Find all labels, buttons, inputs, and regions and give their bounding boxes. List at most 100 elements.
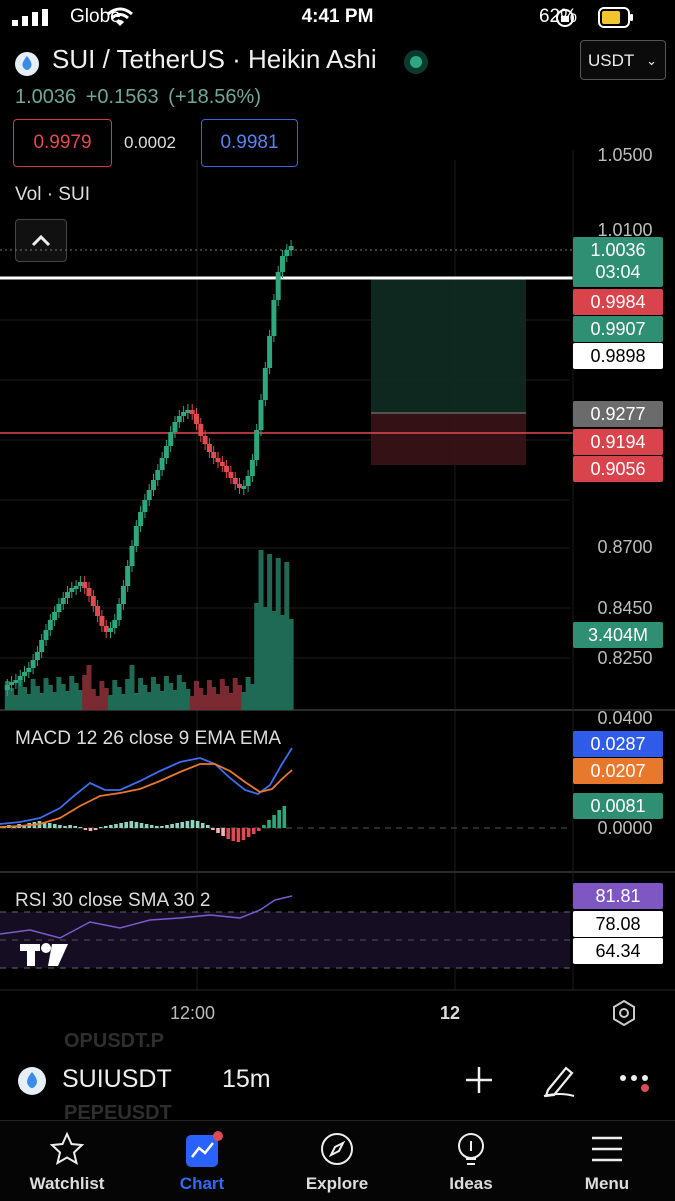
add-icon[interactable] — [463, 1064, 495, 1096]
drawing-tools-icon[interactable] — [540, 1062, 578, 1098]
candle — [13, 680, 19, 683]
currency-selector[interactable]: USDT ⌄ — [580, 40, 666, 80]
volume-bar — [52, 692, 58, 710]
signal-line — [0, 763, 293, 828]
candle — [34, 652, 40, 660]
candle — [228, 472, 234, 478]
price-change-percent: (+18.56%) — [168, 86, 261, 108]
volume-bar — [275, 558, 281, 710]
axis-settings-icon[interactable] — [613, 999, 635, 1027]
candle — [249, 460, 255, 476]
symbol-title[interactable]: SUI / TetherUS · Heikin Ashi — [52, 44, 377, 74]
volume-bar — [138, 678, 144, 710]
price-tag-white: 0.9898 — [573, 343, 663, 369]
candle — [181, 412, 187, 416]
macd-histogram-bar — [175, 823, 179, 828]
rsi-lower-tag: 64.34 — [573, 938, 663, 964]
candle — [146, 490, 152, 500]
candle — [151, 480, 156, 490]
macd-histogram-bar — [98, 827, 103, 828]
macd-zero-label: 0.0000 — [597, 818, 653, 838]
last-price: 1.0036 — [15, 86, 77, 108]
price-tag-red-mid: 0.9194 — [573, 429, 663, 455]
volume-bar — [189, 696, 195, 710]
axis-label: 1.0500 — [597, 145, 653, 165]
candle — [43, 630, 49, 640]
macd-histogram-bar — [73, 826, 77, 828]
volume-bar — [47, 685, 53, 710]
more-options-icon[interactable] — [618, 1068, 656, 1098]
macd-histogram-bar — [139, 823, 144, 828]
volume-bar — [120, 694, 126, 710]
volume-bar — [211, 687, 217, 710]
macd-histogram-bar — [195, 821, 200, 828]
macd-histogram-bar — [124, 822, 128, 828]
volume-bar — [65, 691, 70, 710]
volume-bar — [219, 679, 225, 710]
candle — [168, 432, 174, 446]
menu-icon — [592, 1136, 622, 1162]
macd-histogram-bar — [165, 825, 169, 828]
volume-bar — [30, 679, 36, 710]
volume-bar — [9, 688, 15, 710]
volume-bar — [26, 694, 32, 710]
candle — [125, 566, 131, 586]
volume-bar — [99, 681, 105, 710]
bar-countdown: 03:04 — [595, 262, 641, 282]
candle — [159, 458, 165, 470]
macd-histogram-bar — [216, 828, 220, 833]
axis-label: 0.8450 — [597, 598, 653, 618]
volume-bar — [194, 681, 199, 710]
candle — [22, 672, 27, 676]
candle — [262, 368, 268, 400]
volume-bar — [13, 695, 19, 710]
candle — [47, 620, 53, 630]
macd-histogram-bar — [170, 824, 174, 828]
interval-selector[interactable]: 15m — [222, 1065, 271, 1093]
candle — [245, 476, 251, 486]
volume-bar — [90, 689, 96, 710]
chart-canvas[interactable] — [0, 0, 675, 1040]
nav-label: Chart — [179, 1174, 225, 1193]
volume-bar — [129, 665, 135, 710]
candle — [267, 336, 273, 368]
nav-label: Menu — [584, 1174, 630, 1193]
macd-histogram-bar — [78, 827, 83, 828]
candle — [254, 430, 260, 460]
candle — [288, 246, 294, 250]
orientation-lock-icon — [556, 9, 574, 27]
sell-price-button[interactable]: 0.9979 — [13, 119, 112, 167]
rsi-upper-tag: 78.08 — [573, 911, 663, 937]
last-price-tag-value: 1.0036 — [590, 240, 646, 260]
volume-bar — [151, 677, 156, 710]
buy-price-button[interactable]: 0.9981 — [201, 119, 298, 167]
candle — [56, 604, 62, 612]
macd-histogram-bar — [236, 828, 241, 842]
candle — [65, 592, 70, 598]
rsi-label[interactable]: RSI 30 close SMA 30 2 — [15, 890, 211, 911]
candle — [211, 452, 217, 458]
candle — [99, 616, 105, 626]
candle — [112, 620, 118, 628]
macd-label[interactable]: MACD 12 26 close 9 EMA EMA — [15, 728, 282, 749]
candle — [77, 582, 83, 586]
volume-bar — [86, 665, 92, 710]
volume-bar — [206, 680, 212, 710]
price-tag-green: 0.9907 — [573, 316, 663, 342]
candle — [280, 256, 285, 272]
macd-histogram-bar — [88, 828, 93, 831]
symbol-selector[interactable]: SUIUSDT — [62, 1065, 172, 1093]
volume-bar — [22, 687, 27, 710]
candle — [206, 444, 212, 452]
collapse-button[interactable] — [15, 219, 67, 262]
volume-bar — [159, 691, 165, 710]
price-summary: 1.0036 +0.1563 (+18.56%) — [15, 86, 261, 109]
spread-value: 0.0002 — [124, 133, 176, 152]
macd-histogram-bar — [144, 824, 149, 828]
candle — [219, 462, 225, 466]
compass-icon — [321, 1133, 353, 1165]
macd-histogram-bar — [47, 823, 52, 828]
macd-histogram-bar — [93, 828, 98, 830]
volume-bar — [112, 680, 118, 710]
macd-histogram-bar — [200, 823, 205, 828]
